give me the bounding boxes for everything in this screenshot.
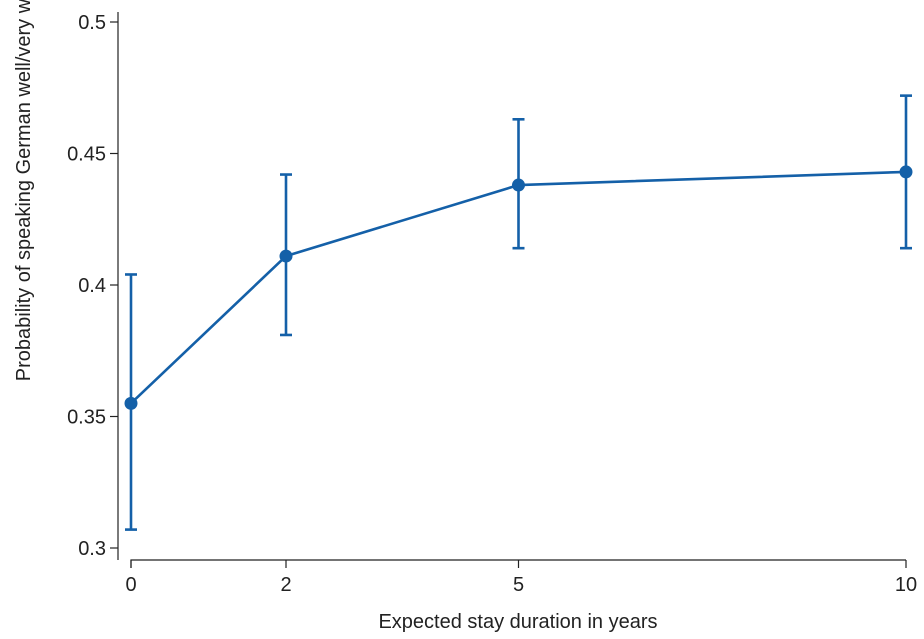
x-axis-label: Expected stay duration in years	[378, 611, 657, 633]
x-tick-label: 2	[280, 574, 291, 596]
data-point	[279, 249, 293, 263]
y-tick-label: 0.4	[78, 275, 106, 297]
y-tick-label: 0.5	[78, 12, 106, 34]
x-tick-label: 10	[895, 574, 917, 596]
x-tick-label: 5	[513, 574, 524, 596]
y-axis-label: Probability of speaking German well/very…	[13, 0, 35, 381]
y-tick-label: 0.35	[67, 407, 106, 429]
data-point	[899, 165, 913, 179]
x-tick-label: 0	[125, 574, 136, 596]
data-point	[124, 396, 138, 410]
y-tick-label: 0.3	[78, 538, 106, 560]
y-axis-ticks: 0.3 0.35 0.4 0.45 0.5	[67, 12, 118, 560]
series-line	[130, 170, 907, 405]
data-point	[512, 178, 525, 192]
series-layer	[124, 94, 913, 531]
x-axis-ticks: 0 2 5 10	[125, 560, 917, 596]
y-tick-label: 0.45	[67, 144, 106, 166]
axes	[117, 12, 906, 568]
